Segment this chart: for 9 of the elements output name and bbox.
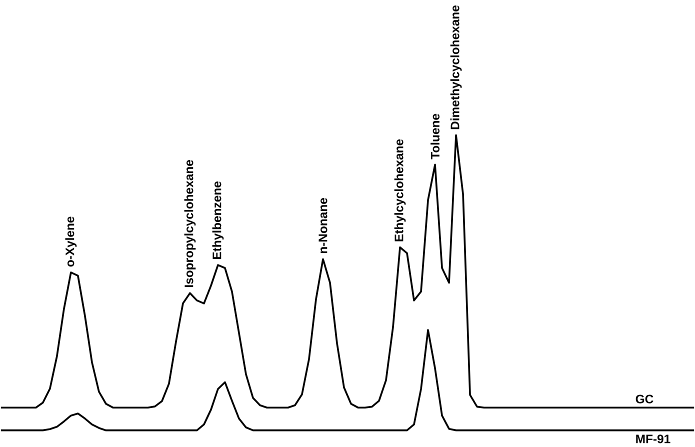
series-label: GC (636, 394, 654, 404)
annotation: Isopropylcyclohexane (184, 160, 196, 287)
series-label: MF-91 (636, 434, 670, 444)
annotation: o-Xylene (65, 216, 77, 266)
annotation: Dimethylcyclohexane (450, 5, 462, 129)
annotation: Toluene (430, 114, 440, 160)
annotation: n-Nonane (318, 198, 328, 253)
annotation: Ethylcyclohexane (394, 139, 406, 242)
annotation: Ethylbenzene (212, 181, 224, 259)
